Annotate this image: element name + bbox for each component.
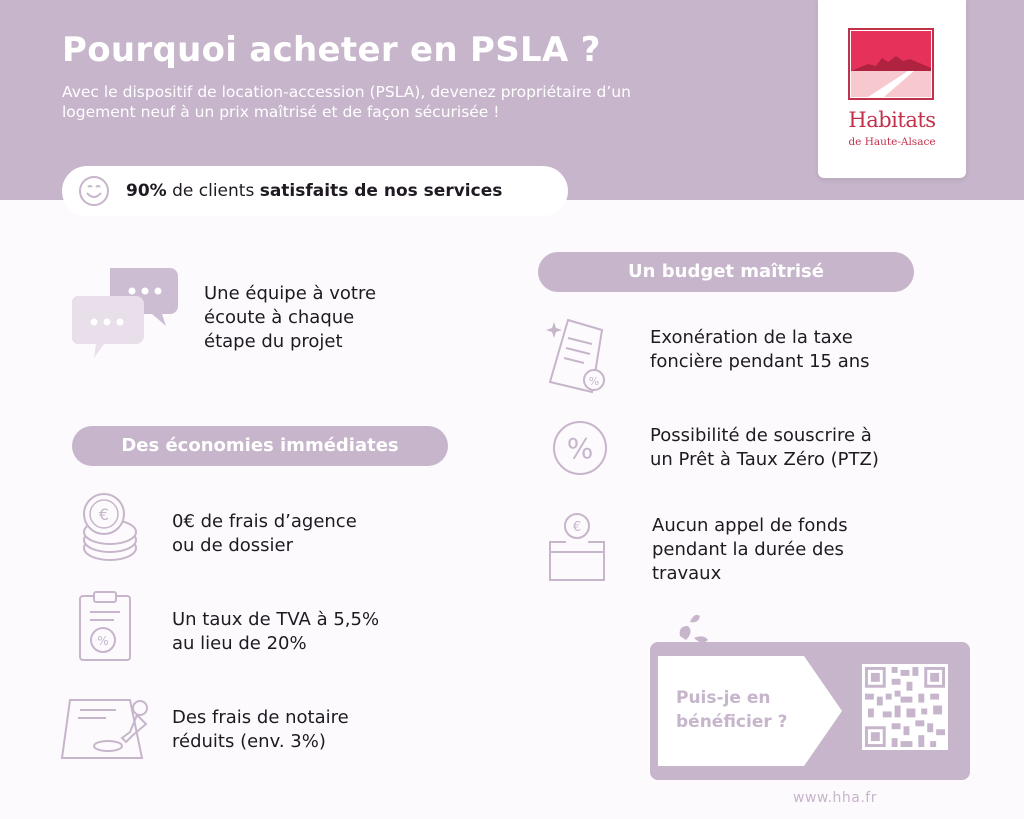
logo-mark-icon bbox=[848, 28, 934, 100]
smiley-icon bbox=[79, 176, 109, 206]
logo-name: Habitats bbox=[848, 108, 936, 132]
question-arrow-shape bbox=[658, 656, 842, 766]
economy-item-agency: 0€ de frais d’agence ou de dossier bbox=[172, 511, 357, 556]
svg-text:%: % bbox=[97, 634, 108, 648]
budget-heading: Un budget maîtrisé bbox=[538, 252, 914, 292]
page-title: Pourquoi acheter en PSLA ? bbox=[62, 30, 601, 70]
svg-text:%: % bbox=[567, 432, 594, 465]
tax-document-icon: % bbox=[546, 318, 605, 394]
team-text: Une équipe à votre écoute à chaque étape… bbox=[204, 283, 377, 352]
economies-heading: Des économies immédiates bbox=[72, 426, 448, 466]
coin-box-icon: € bbox=[549, 513, 605, 581]
speech-bubbles-icon bbox=[72, 268, 178, 358]
splash-accent-icon bbox=[679, 614, 708, 643]
budget-item-funds: Aucun appel de fonds pendant la durée de… bbox=[652, 515, 848, 584]
clipboard-percent-icon: % bbox=[79, 591, 131, 661]
svg-text:€: € bbox=[573, 520, 581, 535]
intro-text: Avec le dispositif de location-accession… bbox=[62, 83, 631, 121]
brand-logo: Habitats de Haute-Alsace bbox=[818, 0, 966, 178]
satisfaction-percent: 90% bbox=[126, 181, 167, 201]
stamp-document-icon bbox=[60, 699, 148, 759]
economy-item-notary: Des frais de notaire réduits (env. 3%) bbox=[172, 707, 349, 752]
satisfaction-banner: 90% de clients satisfaits de nos service… bbox=[62, 166, 568, 216]
economy-item-vat: Un taux de TVA à 5,5% au lieu de 20% bbox=[172, 609, 380, 654]
coins-icon: € bbox=[83, 493, 137, 561]
website-link[interactable]: www.hha.fr bbox=[793, 790, 877, 806]
svg-text:%: % bbox=[589, 375, 599, 388]
svg-text:€: € bbox=[99, 505, 109, 524]
logo-subtitle: de Haute-Alsace bbox=[848, 136, 936, 148]
satisfaction-text: 90% de clients satisfaits de nos service… bbox=[126, 181, 502, 201]
budget-item-ptz: Possibilité de souscrire à un Prêt à Tau… bbox=[650, 425, 879, 470]
qr-code-icon[interactable] bbox=[862, 664, 948, 750]
satisfaction-strong: satisfaits de nos services bbox=[259, 181, 503, 201]
percent-circle-icon: % bbox=[553, 421, 607, 475]
budget-item-tax: Exonération de la taxe foncière pendant … bbox=[650, 327, 870, 372]
qr-question: Puis-je en bénéficier ? bbox=[676, 688, 788, 732]
satisfaction-middle: de clients bbox=[166, 181, 260, 201]
